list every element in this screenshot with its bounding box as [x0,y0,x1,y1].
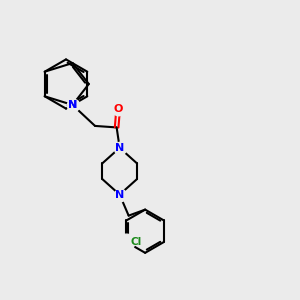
Text: Cl: Cl [131,237,142,247]
Text: N: N [68,100,77,110]
Text: N: N [115,143,124,153]
Text: O: O [113,104,123,114]
Text: N: N [68,100,77,110]
Text: N: N [115,190,124,200]
